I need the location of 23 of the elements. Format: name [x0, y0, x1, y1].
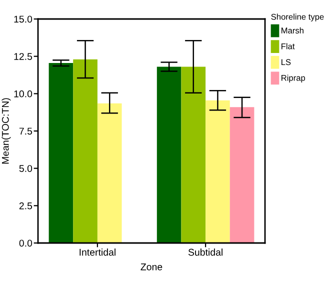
- bar: [48, 63, 74, 243]
- y-axis-title: Mean(TOC:TN): [2, 98, 11, 164]
- legend-label: Flat: [282, 43, 295, 50]
- y-tick-label: 7.5: [19, 128, 32, 135]
- legend-label: Riprap: [282, 74, 306, 83]
- y-tick-label: 2.5: [19, 202, 32, 210]
- legend-label: Marsh: [282, 27, 304, 34]
- y-tick-label: 0.0: [19, 240, 32, 247]
- bar: [156, 66, 182, 243]
- bar: [230, 107, 254, 243]
- legend-title: Shoreline type: [271, 14, 324, 22]
- y-tick-label: 12.5: [14, 53, 32, 60]
- y-tick-label: 10.0: [14, 90, 32, 98]
- bar: [97, 103, 122, 243]
- x-tick-label: Intertidal: [80, 248, 116, 256]
- bar: [73, 59, 98, 243]
- legend-label: LS: [282, 59, 291, 66]
- y-tick-label: 15.0: [14, 16, 32, 23]
- x-tick-label: Subtidal: [188, 248, 222, 256]
- y-tick-label: 5.0: [19, 165, 32, 172]
- x-axis-title: Zone: [140, 264, 162, 270]
- bar: [206, 100, 230, 243]
- bar: [181, 66, 206, 243]
